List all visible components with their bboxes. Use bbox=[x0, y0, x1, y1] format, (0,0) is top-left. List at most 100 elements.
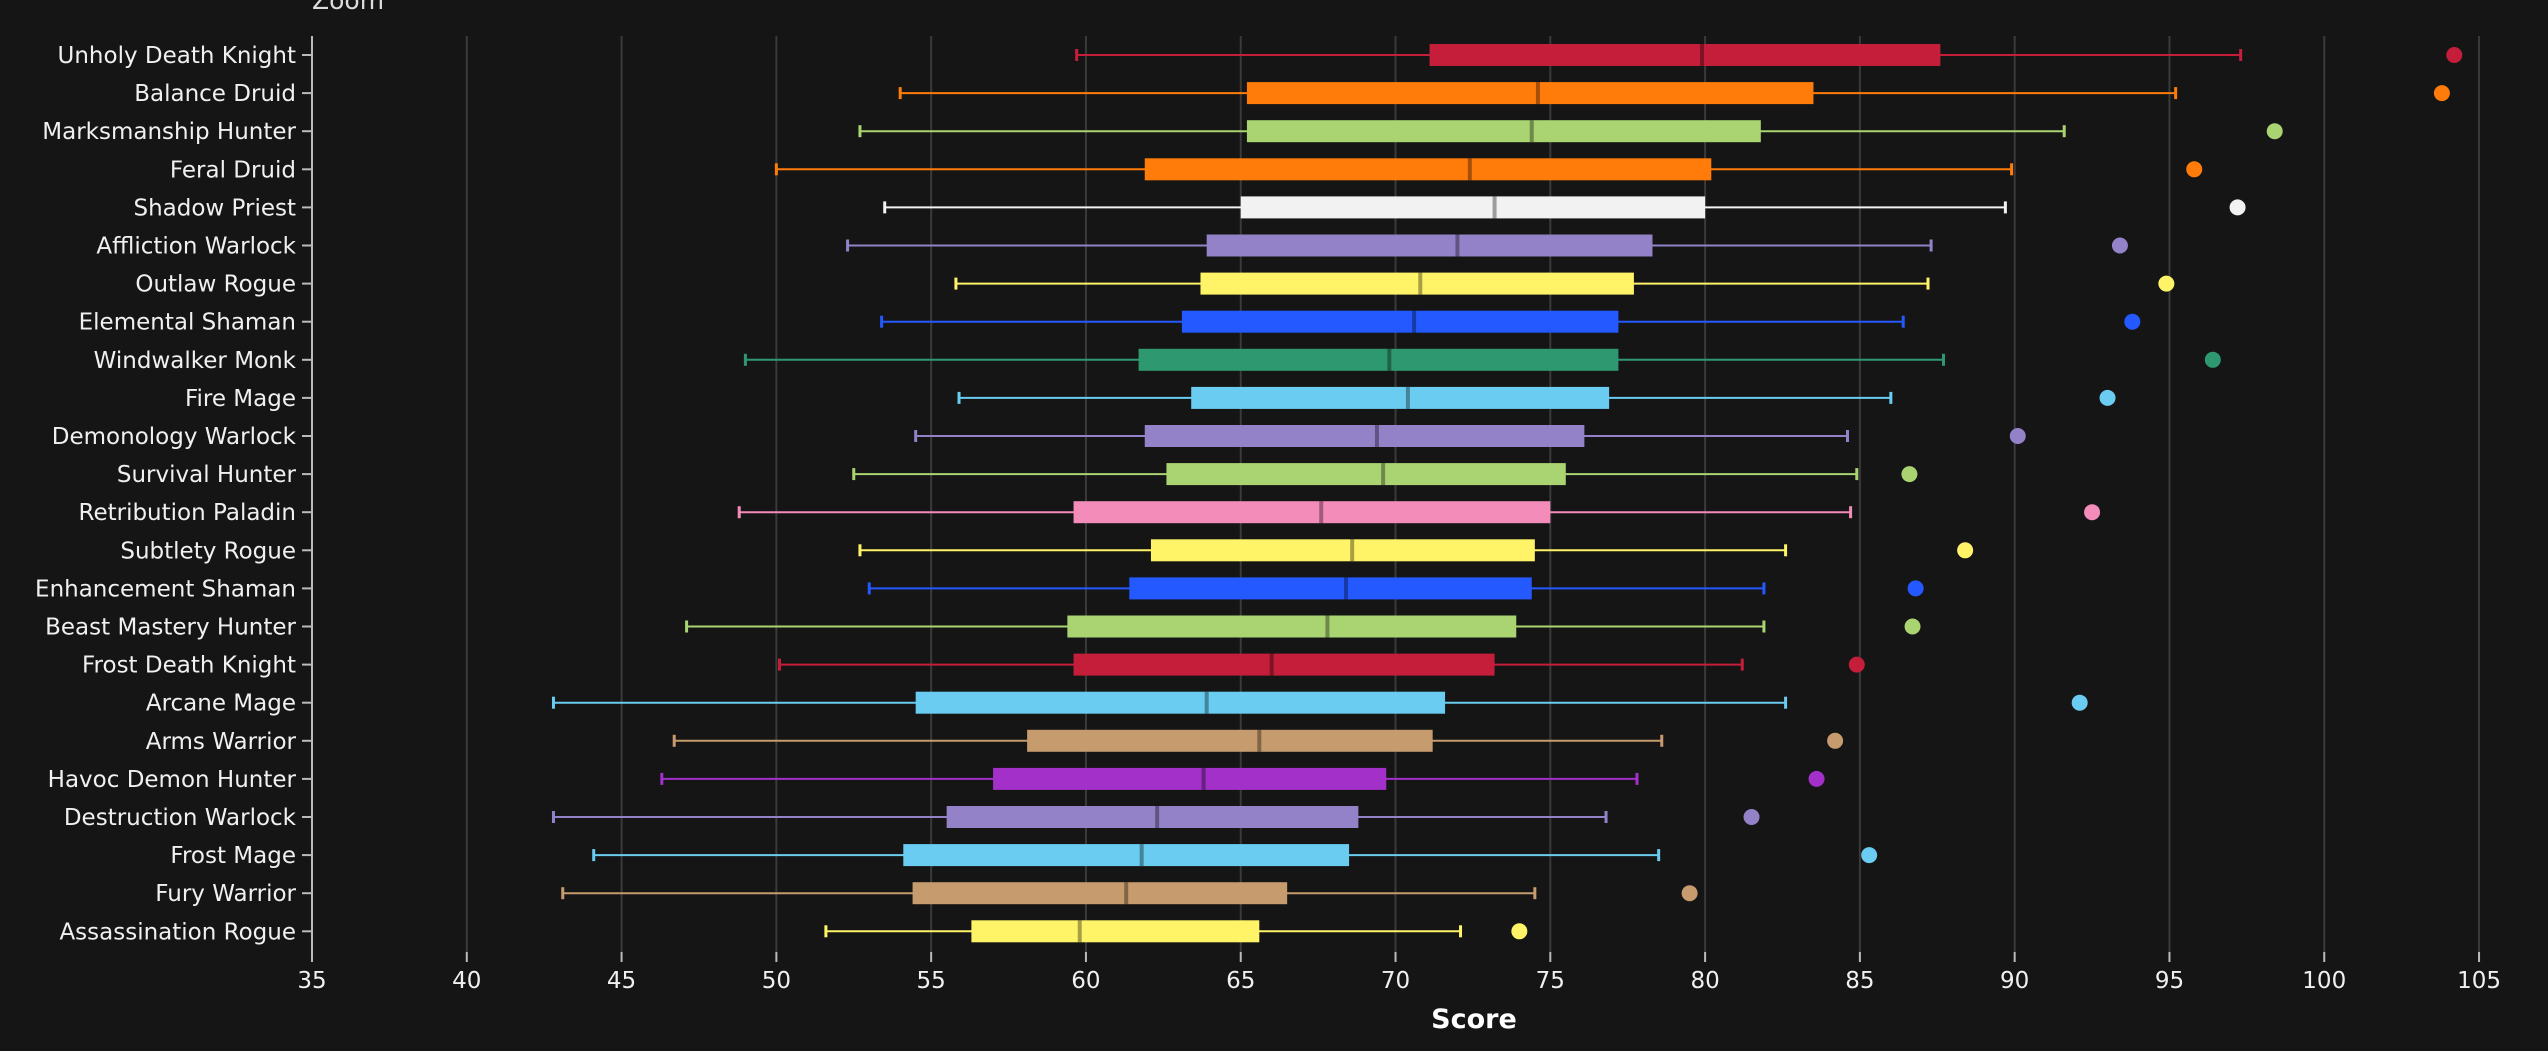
box bbox=[903, 844, 1350, 867]
outlier-point bbox=[1848, 656, 1865, 673]
box-group bbox=[551, 806, 1760, 828]
box bbox=[971, 920, 1260, 943]
outlier-point bbox=[2099, 389, 2116, 406]
box bbox=[1138, 348, 1619, 371]
box bbox=[1429, 44, 1941, 66]
x-tick-label: 55 bbox=[917, 968, 946, 994]
category-labels: Unholy Death Knight Balance Druid Marksman… bbox=[35, 43, 297, 945]
outlier-point bbox=[1957, 542, 1974, 559]
outlier-point bbox=[1904, 618, 1921, 635]
x-tick-label: 100 bbox=[2302, 968, 2346, 994]
outlier-point bbox=[2433, 85, 2450, 102]
category-label: Subtlety Rogue bbox=[120, 538, 296, 564]
x-tick-label: 40 bbox=[452, 968, 481, 994]
outlier-point bbox=[2009, 428, 2026, 444]
category-label: Retribution Paladin bbox=[79, 500, 297, 526]
category-label: Feral Druid bbox=[170, 157, 296, 183]
box-group bbox=[824, 920, 1528, 943]
box bbox=[1191, 386, 1610, 409]
box-group bbox=[880, 310, 2141, 333]
box-group bbox=[883, 196, 2246, 219]
box bbox=[1246, 82, 1814, 105]
box bbox=[1166, 463, 1566, 486]
x-tick-label: 70 bbox=[1381, 968, 1410, 994]
outlier-point bbox=[2071, 694, 2088, 711]
box-group bbox=[774, 158, 2203, 181]
outlier-point bbox=[2111, 237, 2128, 254]
category-label: Fury Warrior bbox=[155, 881, 296, 907]
box bbox=[1246, 120, 1761, 143]
box bbox=[1150, 539, 1535, 562]
category-label: Enhancement Shaman bbox=[35, 576, 296, 602]
box bbox=[915, 691, 1446, 714]
category-label: Demonology Warlock bbox=[52, 424, 297, 450]
box-group bbox=[592, 844, 1878, 867]
outlier-point bbox=[2084, 504, 2101, 521]
box bbox=[1206, 234, 1653, 257]
category-label: Affliction Warlock bbox=[96, 234, 296, 260]
outlier-point bbox=[2158, 275, 2175, 292]
outlier-point bbox=[1743, 809, 1760, 825]
outlier-point bbox=[1511, 923, 1528, 940]
box bbox=[1067, 615, 1517, 638]
x-tick-label: 50 bbox=[762, 968, 791, 994]
box-group bbox=[846, 234, 2128, 257]
box-group bbox=[551, 691, 2088, 714]
boxes bbox=[551, 44, 2463, 943]
category-label: Elemental Shaman bbox=[79, 310, 296, 336]
outlier-point bbox=[2229, 199, 2246, 216]
category-label: Windwalker Monk bbox=[94, 348, 297, 374]
zoom-label[interactable]: Zoom bbox=[312, 0, 385, 15]
category-label: Frost Mage bbox=[170, 843, 296, 869]
category-label: Outlaw Rogue bbox=[135, 272, 296, 298]
outlier-point bbox=[2124, 313, 2141, 330]
box-group bbox=[858, 120, 2283, 143]
x-tick-label: 65 bbox=[1226, 968, 1255, 994]
x-axis-title: Score bbox=[1431, 1004, 1517, 1035]
box bbox=[912, 882, 1288, 905]
box bbox=[993, 767, 1387, 790]
category-label: Arms Warrior bbox=[146, 729, 297, 755]
box-group bbox=[852, 463, 1918, 486]
box-group bbox=[737, 501, 2101, 524]
box bbox=[1144, 158, 1712, 181]
box bbox=[1129, 577, 1532, 600]
box bbox=[1027, 729, 1433, 752]
x-tick-label: 105 bbox=[2457, 968, 2501, 994]
x-tick-label: 35 bbox=[297, 968, 326, 994]
outlier-point bbox=[1681, 885, 1698, 902]
x-tick-label: 95 bbox=[2155, 968, 2184, 994]
box-group bbox=[858, 539, 1974, 562]
box-group bbox=[1075, 44, 2463, 66]
x-tick-label: 45 bbox=[607, 968, 636, 994]
box-group bbox=[954, 272, 2175, 295]
box-group bbox=[672, 729, 1844, 752]
x-axis: 35 40 45 50 55 60 65 70 75 80 85 90 95 100 105 bbox=[297, 36, 2501, 994]
box bbox=[1073, 501, 1551, 524]
category-label: Balance Druid bbox=[134, 81, 296, 107]
category-label: Unholy Death Knight bbox=[58, 43, 296, 69]
box-group bbox=[914, 425, 2026, 447]
box bbox=[1073, 653, 1495, 676]
box-group bbox=[957, 386, 2116, 409]
outlier-point bbox=[1907, 580, 1924, 597]
outlier-point bbox=[2204, 351, 2221, 368]
category-label: Fire Mage bbox=[185, 386, 296, 412]
box bbox=[1144, 425, 1585, 447]
outlier-point bbox=[1901, 466, 1918, 483]
outlier-point bbox=[1808, 770, 1825, 787]
category-label: Arcane Mage bbox=[146, 691, 296, 717]
box bbox=[1181, 310, 1619, 333]
box bbox=[946, 806, 1359, 828]
outlier-point bbox=[2266, 123, 2283, 140]
category-label: Survival Hunter bbox=[117, 462, 297, 488]
x-tick-label: 75 bbox=[1536, 968, 1565, 994]
category-label: Frost Death Knight bbox=[82, 653, 296, 679]
box-group bbox=[685, 615, 1921, 638]
grid-lines bbox=[465, 36, 2481, 952]
outlier-point bbox=[1861, 847, 1878, 864]
box-group bbox=[743, 348, 2221, 371]
x-tick-label: 90 bbox=[2000, 968, 2029, 994]
box-group bbox=[867, 577, 1924, 600]
